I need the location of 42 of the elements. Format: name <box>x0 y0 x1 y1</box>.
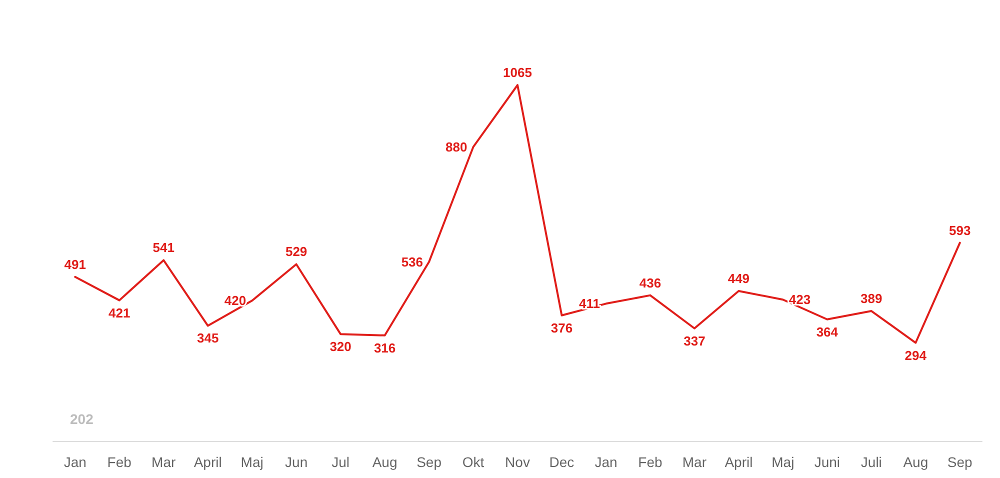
data-label: 436 <box>639 275 662 290</box>
x-tick-label: April <box>194 454 222 470</box>
x-tick-label: Jan <box>594 454 618 470</box>
x-tick-label: Juni <box>814 454 840 470</box>
x-tick-label: Aug <box>372 454 398 470</box>
x-tick-label: Jun <box>285 454 308 470</box>
x-tick-label: Sep <box>416 454 442 470</box>
data-label: 337 <box>684 333 706 348</box>
x-tick-label: Okt <box>462 454 484 470</box>
data-label: 389 <box>860 291 882 306</box>
data-label: 880 <box>446 139 468 154</box>
x-tick-label: Feb <box>638 454 662 470</box>
x-tick-label: Mar <box>152 454 176 470</box>
data-label: 364 <box>816 324 839 340</box>
data-label: 320 <box>330 339 352 354</box>
data-label: 541 <box>152 240 174 256</box>
x-tick-label: Nov <box>505 454 530 470</box>
x-tick-label: Feb <box>107 454 132 470</box>
data-label: 294 <box>904 348 928 363</box>
x-tick-label: Maj <box>240 454 264 470</box>
data-label: 491 <box>64 256 86 272</box>
x-tick-label: Jul <box>332 454 350 470</box>
data-label: 529 <box>285 244 308 260</box>
x-tick-label: Aug <box>903 454 928 470</box>
x-tick-label: Dec <box>549 454 574 470</box>
text: 202 <box>70 411 94 427</box>
data-label: 376 <box>550 320 573 336</box>
data-label: 316 <box>374 340 396 356</box>
data-label: 345 <box>196 330 219 346</box>
data-label: 423 <box>788 292 811 308</box>
x-tick-label: April <box>724 454 753 470</box>
x-tick-label: Maj <box>772 454 794 470</box>
x-tick-label: Juli <box>860 454 882 470</box>
x-tick-label: Sep <box>947 454 973 470</box>
data-label: 449 <box>728 270 750 286</box>
data-label: 536 <box>401 254 424 270</box>
x-tick-label: Mar <box>682 454 707 470</box>
data-label: 420 <box>224 293 246 308</box>
data-label: 421 <box>108 305 130 320</box>
data-label: 1065 <box>503 65 532 80</box>
data-label: 593 <box>949 222 971 238</box>
x-tick-label: Jan <box>64 454 86 470</box>
